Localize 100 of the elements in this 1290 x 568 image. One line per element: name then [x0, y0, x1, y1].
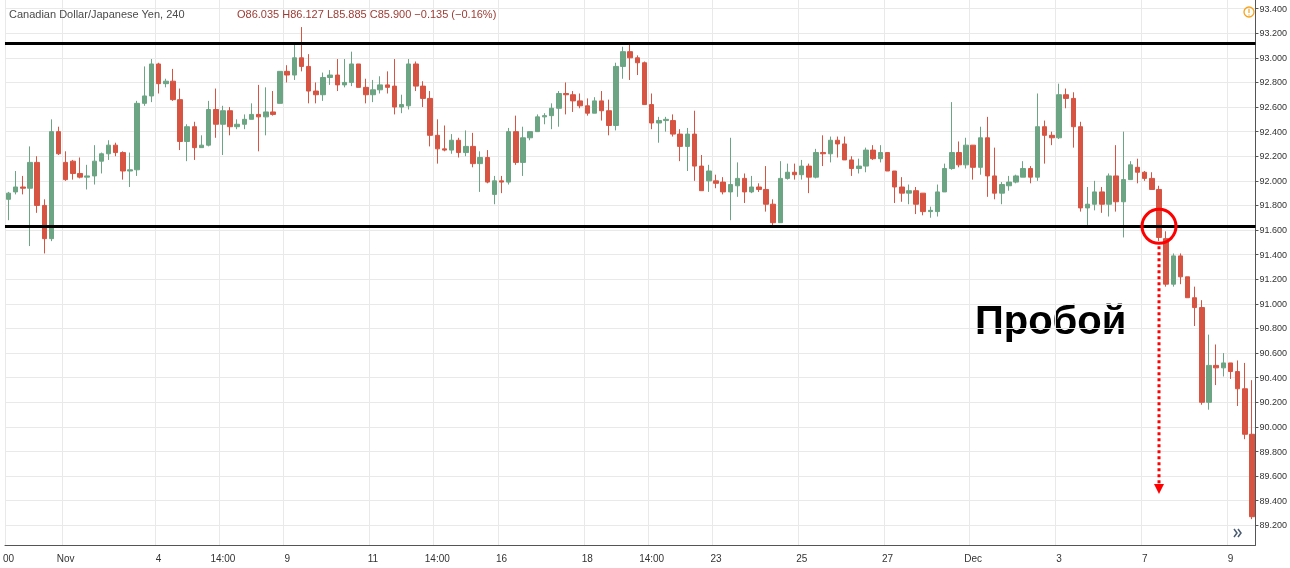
candlestick — [978, 126, 983, 176]
candlestick — [1206, 334, 1212, 411]
candlestick — [649, 93, 654, 130]
candlestick — [792, 163, 797, 181]
y-tick-label: 90.800 — [1259, 323, 1287, 334]
x-tick-label: 7 — [1141, 552, 1148, 564]
candlestick — [106, 139, 111, 161]
x-tick-label: 14:00 — [210, 552, 236, 564]
candlestick — [270, 90, 276, 117]
candlestick — [84, 164, 90, 190]
y-tick-label: 90.000 — [1259, 421, 1287, 432]
candlestick — [935, 184, 940, 218]
candlestick — [1235, 359, 1240, 407]
candlestick — [1056, 83, 1062, 140]
y-tick-label: 91.000 — [1259, 298, 1287, 309]
candlestick — [635, 54, 640, 76]
candlestick — [699, 154, 704, 192]
candlestick — [92, 144, 97, 186]
candlestick — [406, 58, 411, 110]
candlestick — [256, 84, 261, 152]
candlestick — [1085, 186, 1090, 226]
candlestick — [899, 176, 905, 203]
candlestick — [627, 43, 633, 81]
y-tick-label: 89.200 — [1259, 520, 1287, 531]
candlestick — [34, 155, 40, 214]
candlestick — [277, 70, 283, 104]
candlestick — [963, 137, 969, 170]
candlestick — [263, 86, 269, 136]
x-tick-label: 14:00 — [424, 552, 451, 564]
candlestick — [985, 116, 990, 198]
candlestick — [820, 134, 826, 167]
candlestick — [742, 172, 747, 204]
candlestick — [42, 198, 47, 254]
y-tick-label: 89.800 — [1259, 446, 1287, 457]
x-tick-label: 00 — [2, 552, 15, 564]
candlestick — [470, 132, 476, 168]
candlestick — [299, 26, 304, 72]
y-tick-label: 89.400 — [1259, 495, 1287, 506]
candlestick — [942, 163, 947, 193]
y-tick-label: 91.600 — [1259, 225, 1287, 236]
candlestick — [213, 88, 219, 139]
candlestick — [220, 105, 226, 156]
x-tick-label: 16 — [496, 552, 508, 564]
candlestick — [599, 90, 604, 122]
candlestick — [435, 118, 440, 165]
candlestick — [227, 106, 233, 136]
candlestick — [506, 127, 511, 186]
candlestick — [806, 163, 812, 194]
x-tick-label: 18 — [581, 552, 594, 564]
candlestick — [1135, 158, 1140, 184]
candlestick — [892, 170, 897, 204]
candlestick — [456, 137, 461, 158]
candlestick — [706, 164, 712, 193]
candlestick — [20, 175, 26, 195]
candlestick — [192, 121, 197, 161]
candlestick — [556, 90, 562, 128]
candlestick — [585, 97, 590, 117]
candlestick — [1113, 144, 1119, 213]
candlestick — [906, 184, 912, 205]
candlestick — [606, 99, 612, 136]
candlestick — [149, 58, 154, 103]
candlestick — [349, 51, 354, 87]
candlestick — [928, 206, 933, 219]
candlestick — [399, 94, 404, 114]
candlestick — [749, 175, 754, 194]
candlestick — [63, 150, 68, 182]
y-tick-label: 90.400 — [1259, 372, 1287, 383]
candlestick — [1106, 172, 1112, 218]
candlestick — [692, 110, 697, 182]
x-tick-label: 3 — [1056, 552, 1063, 564]
candlestick — [442, 124, 447, 152]
x-tick-label: 4 — [155, 552, 162, 564]
candlestick — [828, 136, 833, 163]
candlestick — [1078, 121, 1083, 213]
y-tick-label: 90.200 — [1259, 397, 1287, 408]
candlestick — [449, 133, 454, 155]
candlestick — [56, 126, 61, 156]
candlestick — [492, 175, 497, 205]
x-tick-label: 25 — [796, 552, 808, 564]
candlestick — [728, 137, 733, 221]
y-tick-label: 93.400 — [1259, 3, 1287, 14]
candlestick — [120, 150, 126, 181]
candlestick — [685, 127, 690, 172]
candlestick — [1178, 252, 1183, 285]
candlestick — [363, 78, 369, 104]
candlestick — [1121, 131, 1126, 238]
y-tick-label: 92.000 — [1259, 175, 1287, 186]
x-tick-label: 9 — [284, 552, 291, 564]
candlestick — [249, 102, 254, 120]
candlestick — [1199, 299, 1205, 406]
candlestick — [1099, 186, 1105, 214]
candlestick — [849, 155, 854, 177]
candlestick — [463, 129, 469, 157]
text: Canadian Dollar/Japanese Yen, 240 — [9, 7, 185, 20]
candlestick — [878, 144, 883, 163]
candlestick — [956, 140, 962, 168]
candlestick — [1213, 343, 1219, 386]
candlestick — [6, 191, 11, 221]
candlestick — [1063, 88, 1069, 109]
candlestick — [27, 145, 33, 247]
